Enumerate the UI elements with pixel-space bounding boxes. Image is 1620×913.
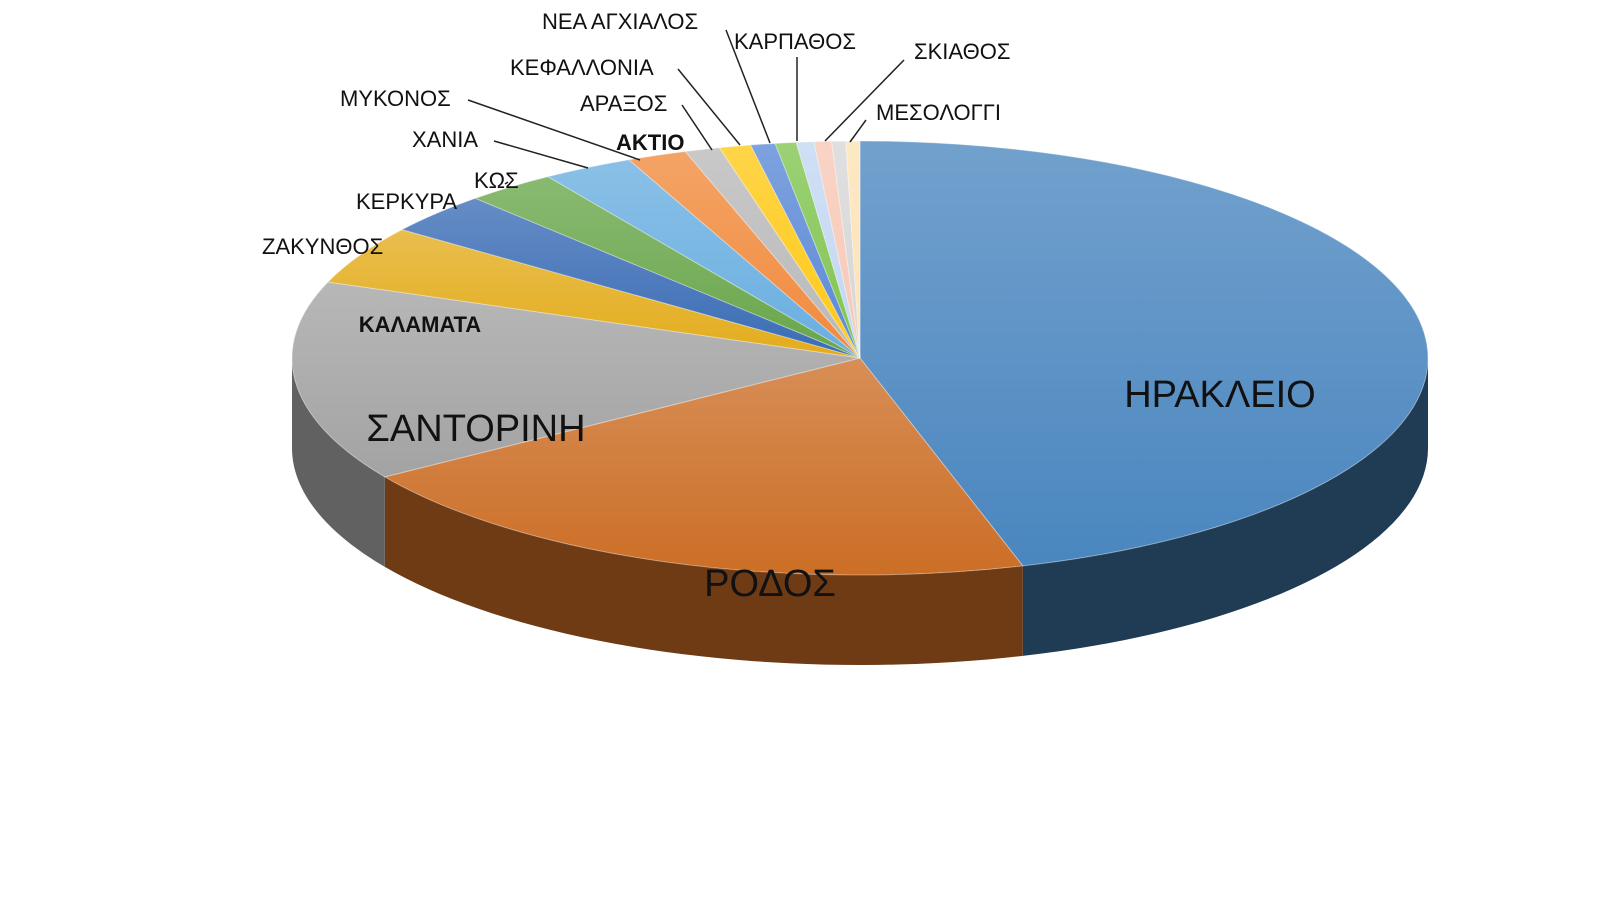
slice-10-highlight [750,143,860,358]
slice-2-label: ΣΑΝΤΟΡΙΝΗ [366,408,585,450]
slice-1-label: ΡΟΔΟΣ [704,563,836,605]
slice-10-leader [681,104,713,151]
slice-11-highlight [775,142,860,358]
slice-3-label: ΚΑΛΑΜΑΤΑ [359,312,482,337]
slice-6-highlight [548,159,860,358]
slice-5-label: ΚΕΡΚΥΡΑ [356,189,457,214]
slice-8-label: ΜΥΚΟΝΟΣ [340,86,451,111]
slice-1-side [384,476,1023,665]
slice-5-highlight [475,176,860,358]
slice-0-side [1022,358,1428,656]
slice-15-highlight [845,141,860,358]
slice-1-highlight [384,358,1023,575]
slice-15-leader [849,119,867,143]
slice-7-label: ΧΑΝΙΑ [412,127,478,152]
slice-10-label: ΑΡΑΞΟΣ [580,91,667,116]
label-leader-lines [467,29,905,185]
slice-13-label: ΚΑΡΠΑΘΟΣ [734,29,856,54]
slice-7-leader [493,140,589,169]
slice-9-label: ΑΚΤΙΟ [616,130,684,155]
slice-11-label: ΚΕΦΑΛΛΟΝΙΑ [510,55,654,80]
slice-11-leader [677,68,741,146]
slice-14-label: ΣΚΙΑΘΟΣ [914,39,1010,64]
slice-0-label: ΗΡΑΚΛΕΙΟ [1124,374,1316,416]
slice-12-leader [725,29,771,144]
slice-13-highlight [813,141,860,358]
pie-top-slices [291,140,1429,576]
slice-12-highlight [796,141,860,358]
slice-12-label: ΝΕΑ ΑΓΧΙΑΛΟΣ [542,9,698,34]
slice-2-highlight [292,281,860,477]
slice-2-side [292,358,385,567]
slice-0-highlight [860,141,1428,566]
slice-14-highlight [831,141,860,358]
pie-side-walls [292,358,1428,665]
slice-6-label: ΚΩΣ [474,168,519,193]
slice-4-highlight [402,198,860,358]
slice-8-highlight [685,147,860,358]
slice-8-leader [467,99,641,161]
slice-labels: ΗΡΑΚΛΕΙΟ ΡΟΔΟΣ ΣΑΝΤΟΡΙΝΗ ΚΑΛΑΜΑΤΑ ΖΑΚΥΝΘΟΣ ΚΕ… [262,9,1316,605]
slice-4-label: ΖΑΚΥΝΘΟΣ [262,234,383,259]
slice-6-leader [504,181,509,185]
slice-9-highlight [719,145,860,358]
slice-15-label: ΜΕΣΟΛΟΓΓΙ [876,100,1001,125]
slice-7-highlight [628,151,860,358]
slice-14-leader [824,59,905,142]
slice-3-highlight [328,229,860,358]
